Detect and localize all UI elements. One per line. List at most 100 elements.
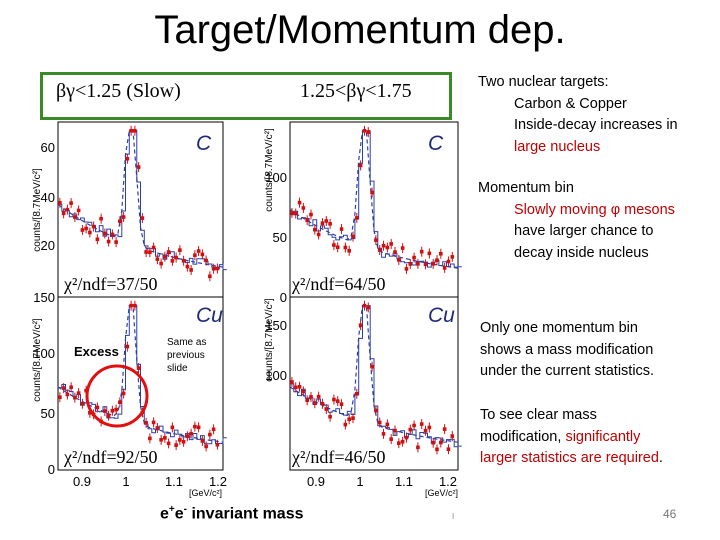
ytick-bl-1: 50 [41, 406, 55, 421]
data-point-1-42 [450, 255, 455, 259]
data-point-2-41 [211, 427, 216, 432]
data-point-1-23 [377, 248, 382, 252]
data-point-0-6 [80, 228, 85, 232]
xunit-left: [GeV/c²] [189, 488, 222, 498]
data-point-3-32 [412, 423, 416, 428]
note-targets-line3: Inside-decay increases in [514, 117, 678, 133]
data-point-2-3 [69, 385, 73, 390]
xtick-r-2: 1.1 [395, 474, 413, 489]
same-as-previous-note: Same as previous slide [167, 337, 207, 374]
data-point-0-30 [170, 259, 175, 263]
data-point-2-28 [163, 436, 167, 440]
data-point-3-9 [324, 407, 329, 411]
data-point-3-34 [419, 422, 424, 426]
data-point-2-18 [125, 344, 130, 349]
data-point-3-6 [313, 401, 317, 405]
data-point-0-16 [118, 219, 122, 224]
data-point-2-23 [144, 421, 148, 425]
data-point-3-17 [355, 391, 359, 396]
data-point-0-2 [65, 207, 70, 212]
data-point-2-35 [189, 431, 193, 436]
data-point-1-25 [385, 245, 390, 250]
data-point-3-31 [408, 427, 413, 432]
data-point-3-25 [385, 422, 390, 427]
note-statistics-line2b: significantly [565, 428, 641, 445]
data-point-0-38 [200, 252, 205, 257]
target-label-cu-slow: Cu [196, 304, 223, 327]
xtick-l-3: 1.2 [209, 474, 227, 489]
data-point-0-34 [185, 264, 190, 269]
data-point-3-20 [366, 305, 371, 310]
background-fit-2 [57, 305, 224, 443]
data-point-1-38 [435, 258, 439, 262]
data-point-1-19 [362, 128, 367, 133]
xtick-l-0: 0.9 [73, 474, 91, 489]
range-label-fast: 1.25<βγ<1.75 [300, 80, 412, 102]
histogram-2 [58, 305, 227, 445]
data-point-1-0 [290, 211, 294, 215]
data-point-2-32 [178, 438, 182, 442]
data-point-1-4 [305, 218, 309, 223]
data-point-1-5 [309, 212, 313, 217]
xtick-l-1: 1 [122, 474, 129, 489]
data-point-3-19 [362, 303, 367, 308]
data-point-1-9 [324, 219, 329, 223]
data-point-1-13 [339, 227, 344, 231]
ylabel-bottom-right: counts/[8.7MeV/c²] [264, 298, 275, 382]
data-point-2-12 [103, 409, 107, 413]
data-point-3-37 [431, 440, 435, 445]
data-point-1-20 [366, 130, 371, 134]
data-point-0-7 [84, 226, 88, 231]
xunit-right: [GeV/c²] [425, 488, 458, 498]
momentum-range-box [40, 72, 452, 120]
ytick-br-0: 0 [280, 290, 287, 305]
data-point-0-22 [140, 216, 145, 220]
data-point-2-31 [174, 443, 178, 447]
data-point-2-13 [106, 413, 111, 418]
data-point-2-26 [155, 426, 160, 430]
data-point-2-8 [88, 411, 92, 415]
note-statistics-line3a: larger statistics are required [480, 450, 659, 466]
data-point-3-30 [404, 435, 409, 440]
data-point-3-26 [389, 437, 393, 441]
data-point-3-28 [397, 441, 401, 445]
ylabel-bottom-left: counts/[8.7MeV/c²] [32, 318, 43, 402]
data-point-3-8 [320, 401, 325, 406]
note-statistics-line3: larger statistics are required. [480, 448, 663, 470]
data-point-3-27 [393, 428, 397, 433]
data-point-3-7 [316, 394, 321, 399]
data-point-0-17 [121, 215, 126, 219]
data-point-0-32 [178, 248, 182, 252]
data-point-2-6 [80, 401, 85, 406]
data-point-0-41 [211, 266, 216, 271]
data-point-3-39 [439, 440, 443, 445]
data-point-2-42 [215, 442, 220, 447]
ytick-tr-1: 100 [265, 170, 287, 185]
data-point-0-19 [129, 128, 133, 133]
data-point-2-10 [95, 405, 100, 410]
data-point-3-41 [446, 447, 451, 452]
excess-highlight-circle [85, 364, 149, 428]
data-point-1-8 [320, 221, 325, 226]
data-point-3-15 [347, 417, 351, 422]
slide-title: Target/Momentum dep. [154, 8, 566, 52]
xtick-r-3: 1.2 [439, 474, 457, 489]
background-fit-3 [289, 305, 459, 443]
data-point-2-15 [114, 407, 118, 412]
data-point-2-40 [208, 432, 212, 437]
data-point-1-40 [442, 266, 447, 270]
note-one-bin-line3: under the current statistics. [480, 363, 655, 379]
data-point-0-5 [76, 208, 81, 213]
data-point-0-29 [166, 250, 171, 254]
data-point-2-24 [148, 436, 152, 441]
data-point-0-36 [193, 253, 197, 257]
data-point-2-2 [65, 392, 70, 397]
ytick-br-1: 100 [265, 368, 287, 383]
data-point-3-12 [335, 399, 340, 403]
ytick-br-2: 150 [265, 318, 287, 333]
data-point-0-24 [148, 250, 152, 254]
xtick-r-1: 1 [356, 474, 363, 489]
chi2-c-slow: χ²/ndf=37/50 [63, 274, 158, 294]
data-point-0-26 [155, 257, 160, 261]
data-point-1-29 [400, 246, 405, 250]
